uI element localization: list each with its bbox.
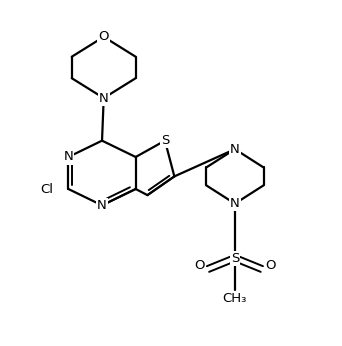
Text: O: O [265,259,276,272]
Text: N: N [97,199,107,212]
Text: Cl: Cl [40,182,53,195]
Text: N: N [99,92,109,104]
Text: S: S [231,252,239,265]
Text: S: S [161,134,169,147]
Text: N: N [64,151,73,164]
Text: CH₃: CH₃ [223,292,247,305]
Text: O: O [98,30,109,43]
Text: O: O [194,259,205,272]
Text: N: N [230,197,240,210]
Text: N: N [230,143,240,156]
